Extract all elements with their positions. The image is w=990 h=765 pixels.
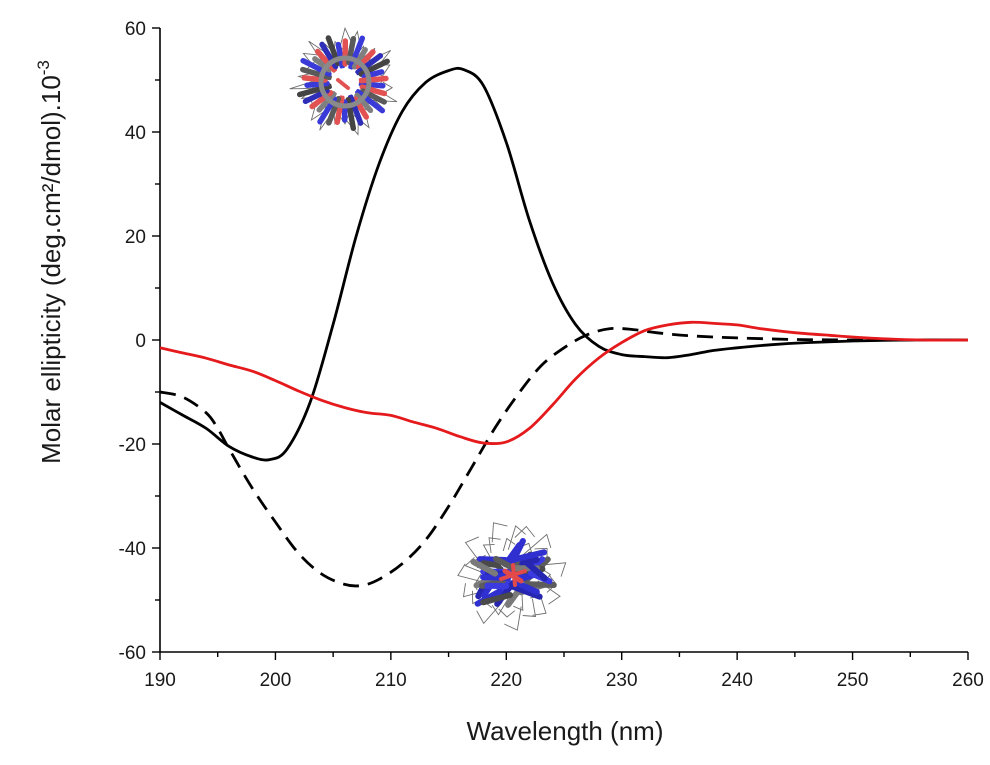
residue-stick — [525, 581, 557, 588]
x-tick-label: 220 — [490, 670, 522, 691]
residue-stick — [516, 580, 540, 595]
y-tick-label: -60 — [119, 643, 146, 664]
residue-stick — [300, 66, 333, 81]
x-axis-title: Wavelength (nm) — [467, 716, 664, 746]
residue-stick — [351, 47, 368, 70]
residue-stick — [304, 80, 330, 88]
x-tick-label: 250 — [837, 670, 869, 691]
residue-stick — [316, 90, 337, 113]
residue-stick — [336, 78, 350, 90]
residue-stick — [470, 558, 499, 577]
residue-stick — [335, 41, 345, 70]
residue-stick — [314, 48, 338, 73]
y-tick-label: 40 — [125, 123, 146, 144]
residue-stick — [358, 75, 389, 84]
residue-stick — [480, 560, 502, 569]
series-line-red — [159, 320, 969, 446]
y-tick-label: 20 — [125, 227, 146, 248]
residue-stick — [523, 559, 548, 582]
y-tick-label: 0 — [135, 331, 146, 352]
residue-stick — [296, 83, 333, 98]
residue-stick — [354, 92, 374, 114]
plot-area — [159, 66, 969, 588]
residue-stick — [493, 555, 514, 570]
coil-structure-illustration-bottom — [457, 522, 567, 631]
x-tick-label: 260 — [952, 670, 984, 691]
y-tick-label: 60 — [125, 19, 146, 40]
x-tick-label: 210 — [375, 670, 407, 691]
residue-stick — [354, 88, 386, 114]
y-axis-title: Molar ellipticity (deg.cm²/dmol).10-3 — [34, 60, 66, 464]
x-tick-label: 240 — [721, 670, 753, 691]
residue-stick — [511, 549, 547, 563]
plot-axes: -60 -40 -20 0 20 40 60 190 200 210 220 230 240 250 260 — [119, 19, 984, 691]
y-axis-title-exponent: -3 — [34, 60, 53, 75]
y-axis-title-main: Molar ellipticity (deg.cm²/dmol).10 — [36, 75, 66, 464]
y-tick-label: -40 — [119, 539, 146, 560]
residue-stick — [348, 35, 366, 70]
helix-structure-illustration-top — [289, 26, 398, 136]
x-tick-label: 200 — [260, 670, 292, 691]
residue-stick — [499, 569, 527, 581]
residue-stick — [334, 94, 345, 125]
x-tick-label: 190 — [144, 670, 176, 691]
x-tick-label: 230 — [606, 670, 638, 691]
central-pore — [331, 68, 359, 96]
residue-stick — [347, 94, 364, 126]
residue-stick — [358, 80, 386, 89]
residue-stick — [480, 592, 514, 606]
residue-stick — [510, 583, 543, 600]
y-tick-label: -20 — [119, 435, 146, 456]
series-line-black-dashed — [159, 326, 968, 588]
inner-ring — [318, 55, 372, 109]
residue-stick — [355, 53, 384, 76]
series-line-black-solid — [159, 66, 969, 462]
